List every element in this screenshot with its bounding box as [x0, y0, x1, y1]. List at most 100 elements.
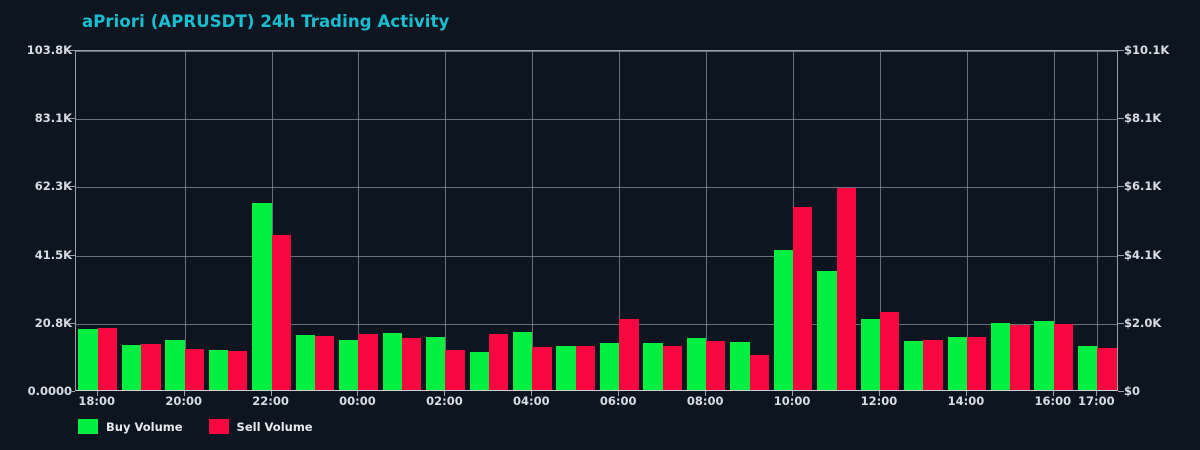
bar-sell-volume[interactable]	[836, 188, 856, 390]
bar-buy-volume[interactable]	[556, 345, 576, 390]
gridline-vertical	[619, 51, 621, 390]
bar-buy-volume[interactable]	[686, 337, 707, 390]
bar-sell-volume[interactable]	[619, 319, 639, 390]
x-axis-tick-label: 00:00	[339, 394, 376, 408]
bar-sell-volume[interactable]	[1053, 323, 1074, 390]
bar-sell-volume[interactable]	[575, 345, 596, 390]
bar-buy-volume[interactable]	[860, 318, 880, 390]
bar-sell-volume[interactable]	[228, 350, 248, 390]
gridline-vertical	[966, 51, 968, 390]
bar-sell-volume[interactable]	[184, 348, 204, 390]
bar-buy-volume[interactable]	[512, 331, 533, 390]
y-axis-left-tick-mark	[69, 254, 75, 256]
x-axis-tick-label: 17:00	[1077, 394, 1115, 408]
y-axis-left-tick-mark	[69, 391, 75, 392]
bar-buy-volume[interactable]	[252, 203, 272, 390]
x-axis-tick-mark	[531, 391, 533, 396]
gridline-vertical	[706, 51, 708, 390]
bar-buy-volume[interactable]	[773, 250, 794, 390]
bar-sell-volume[interactable]	[358, 334, 378, 390]
bar-buy-volume[interactable]	[426, 337, 446, 390]
legend-swatch-sell-icon	[208, 419, 229, 434]
bar-sell-volume[interactable]	[706, 340, 726, 390]
bar-sell-volume[interactable]	[923, 339, 943, 390]
y-axis-left-tick-mark	[69, 322, 75, 324]
legend-item[interactable]: Sell Volume	[208, 419, 313, 434]
bar-sell-volume[interactable]	[271, 235, 291, 390]
y-axis-left-tick-mark	[69, 186, 75, 188]
x-axis-tick-mark	[618, 391, 620, 396]
legend-item[interactable]: Buy Volume	[78, 419, 183, 434]
bar-buy-volume[interactable]	[947, 337, 967, 390]
y-axis-right-tick-label: $6.1K	[1124, 179, 1162, 194]
bar-sell-volume[interactable]	[1010, 324, 1030, 390]
bar-sell-volume[interactable]	[749, 354, 769, 390]
gridline-horizontal	[76, 51, 1117, 52]
gridline-vertical	[532, 51, 534, 390]
x-axis-tick-mark	[96, 391, 98, 396]
gridline-vertical	[1097, 51, 1099, 390]
bar-buy-volume[interactable]	[382, 332, 402, 390]
bar-sell-volume[interactable]	[315, 335, 335, 390]
bar-sell-volume[interactable]	[532, 346, 552, 390]
bar-sell-volume[interactable]	[793, 207, 813, 390]
x-axis-tick-mark	[792, 391, 794, 396]
gridline-horizontal	[76, 119, 1117, 120]
y-axis-right-tick-label: $10.1K	[1124, 43, 1170, 57]
x-axis-tick-label: 14:00	[947, 394, 985, 408]
y-axis-right-tick-mark	[1118, 186, 1124, 188]
x-axis-tick-label: 02:00	[426, 394, 463, 408]
y-axis-left-tick-label: 103.8K	[26, 43, 72, 57]
x-axis-tick-mark	[878, 391, 880, 396]
bar-sell-volume[interactable]	[401, 338, 422, 390]
bar-buy-volume[interactable]	[730, 342, 750, 390]
x-axis-tick-label: 22:00	[252, 394, 289, 408]
bar-sell-volume[interactable]	[879, 311, 900, 390]
bar-sell-volume[interactable]	[141, 343, 161, 390]
bar-sell-volume[interactable]	[97, 328, 118, 390]
bar-buy-volume[interactable]	[469, 351, 489, 390]
bar-buy-volume[interactable]	[121, 345, 142, 390]
bar-buy-volume[interactable]	[991, 322, 1011, 390]
x-axis-tick-label: 04:00	[513, 394, 550, 408]
bar-buy-volume[interactable]	[904, 341, 924, 390]
bar-buy-volume[interactable]	[643, 343, 663, 390]
bar-sell-volume[interactable]	[662, 345, 683, 390]
y-axis-right-tick-label: $8.1K	[1124, 111, 1162, 125]
x-axis-tick-mark	[183, 391, 185, 396]
bar-buy-volume[interactable]	[339, 339, 359, 390]
legend-item-label: Sell Volume	[236, 419, 313, 434]
x-axis-tick-mark	[1096, 391, 1098, 396]
x-axis-tick-mark	[965, 391, 967, 396]
y-axis-left-tick-label: 62.3K	[34, 179, 72, 194]
gridline-horizontal	[76, 187, 1117, 189]
gridline-vertical	[271, 51, 273, 390]
plot-area	[75, 50, 1118, 391]
bar-sell-volume[interactable]	[445, 349, 465, 390]
x-axis-tick-label: 10:00	[773, 394, 811, 408]
bar-buy-volume[interactable]	[1034, 321, 1054, 390]
chart-title: aPriori (APRUSDT) 24h Trading Activity	[82, 12, 450, 31]
gridline-vertical	[358, 51, 360, 390]
bar-buy-volume[interactable]	[165, 340, 185, 390]
legend-swatch-buy-icon	[78, 419, 98, 434]
x-axis-tick-label: 20:00	[165, 394, 202, 408]
y-axis-left-tick-label: 83.1K	[34, 111, 72, 125]
bar-buy-volume[interactable]	[599, 343, 620, 390]
bar-buy-volume[interactable]	[208, 349, 229, 390]
y-axis-right-tick-mark	[1118, 50, 1124, 51]
bar-buy-volume[interactable]	[295, 334, 315, 390]
bar-buy-volume[interactable]	[1077, 346, 1098, 390]
y-axis-right-tick-label: $2.0K	[1124, 315, 1162, 330]
y-axis-right-tick-mark	[1118, 322, 1124, 324]
bar-sell-volume[interactable]	[1097, 348, 1117, 390]
bar-sell-volume[interactable]	[488, 334, 509, 390]
bar-buy-volume[interactable]	[78, 328, 98, 390]
y-axis-left-tick-mark	[69, 118, 75, 119]
bar-sell-volume[interactable]	[966, 337, 987, 390]
y-axis-left-tick-label: 0.0000	[27, 384, 72, 398]
bar-buy-volume[interactable]	[817, 270, 837, 390]
y-axis-left-tick-label: 41.5K	[34, 247, 72, 262]
legend-item-label: Buy Volume	[106, 419, 183, 434]
